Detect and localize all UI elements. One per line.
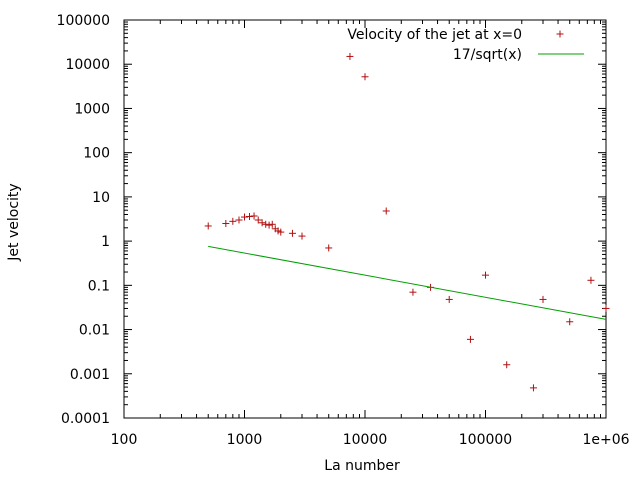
data-point [262, 220, 270, 228]
y-axis: 0.0001 0.001 0.01 0.1 1 10 100 1000 10000 100000 [57, 13, 606, 427]
x-tick-label: 100 [111, 432, 138, 448]
data-point [204, 222, 212, 230]
y-tick-label: 1 [101, 234, 110, 250]
data-point [222, 220, 230, 228]
x-axis-label: La number [324, 458, 400, 474]
data-point [482, 271, 489, 279]
x-tick-label: 10000 [343, 432, 388, 448]
data-point [229, 217, 237, 225]
data-point [503, 361, 511, 369]
legend-point-swatch [556, 30, 564, 38]
data-point [250, 212, 258, 220]
data-point [346, 52, 354, 60]
data-point [529, 384, 537, 392]
data-point [466, 335, 474, 343]
data-point [268, 220, 276, 228]
y-tick-label: 100000 [57, 13, 110, 29]
y-tick-label: 10000 [65, 57, 110, 73]
data-point [382, 207, 390, 215]
legend-label: 17/sqrt(x) [453, 47, 522, 63]
data-point [298, 232, 306, 240]
data-point [288, 229, 296, 237]
x-tick-label: 1e+06 [582, 432, 629, 448]
y-axis-label: Jet velocity [6, 183, 22, 261]
data-point [235, 216, 243, 224]
data-point [265, 221, 273, 229]
data-point [361, 73, 369, 81]
data-point [258, 219, 266, 227]
data-point [325, 244, 333, 252]
data-point [539, 295, 547, 303]
data-point [409, 288, 417, 296]
data-point [445, 295, 453, 303]
legend-label: Velocity of the jet at x=0 [347, 27, 522, 43]
data-point [587, 276, 595, 284]
series-layer [204, 52, 610, 392]
y-tick-label: 0.1 [88, 278, 110, 294]
data-point [254, 216, 262, 224]
data-point [566, 318, 574, 326]
y-tick-label: 100 [83, 146, 110, 162]
y-tick-label: 0.001 [70, 367, 110, 383]
x-axis: 100 1000 10000 100000 1e+06 [111, 20, 630, 448]
x-tick-label: 1000 [227, 432, 263, 448]
y-tick-label: 0.01 [79, 323, 110, 339]
data-point [277, 228, 285, 236]
data-point [241, 213, 248, 221]
legend: Velocity of the jet at x=0 17/sqrt(x) [347, 27, 584, 63]
y-tick-label: 0.0001 [61, 411, 110, 427]
y-tick-label: 1000 [74, 101, 110, 117]
series-line [208, 245, 607, 320]
y-tick-label: 10 [92, 190, 110, 206]
data-point [602, 304, 610, 312]
x-tick-label: 100000 [459, 432, 512, 448]
data-point [245, 213, 253, 221]
